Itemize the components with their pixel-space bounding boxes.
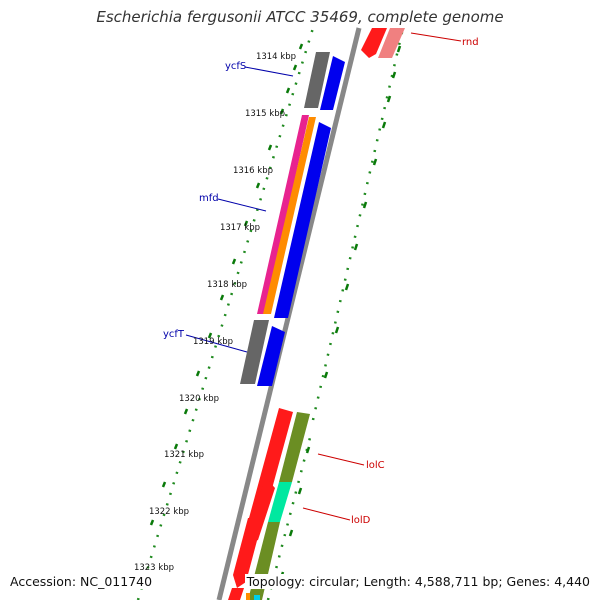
inner-ring-ticks — [149, 43, 304, 526]
lolD-aqua-feature[interactable] — [268, 482, 292, 522]
gene-label-lolC[interactable]: lolC — [366, 460, 385, 471]
accession-label: Accession: NC_011740 — [8, 574, 155, 589]
ycfT-blue-feature[interactable] — [257, 326, 285, 386]
kbp-tick-1318: 1318 kbp — [207, 280, 247, 290]
lolC-olive-feature[interactable] — [279, 412, 310, 482]
kbp-tick-1320: 1320 kbp — [179, 394, 219, 404]
kbp-tick-1316: 1316 kbp — [233, 166, 273, 176]
rnd-gene-pink-feature[interactable] — [378, 28, 405, 58]
kbp-tick-1322: 1322 kbp — [149, 507, 189, 517]
kbp-tick-1314: 1314 kbp — [256, 52, 296, 62]
kbp-tick-1315: 1315 kbp — [245, 109, 285, 119]
topology-label: Topology: circular; Length: 4,588,711 bp… — [244, 574, 592, 589]
outer-dotted-ring — [311, 27, 405, 421]
gene-label-lolD[interactable]: lolD — [351, 515, 371, 526]
rnd-gene-feature[interactable] — [361, 28, 387, 58]
kbp-tick-1317: 1317 kbp — [220, 223, 260, 233]
kbp-tick-1323: 1323 kbp — [134, 563, 174, 573]
outer-ring-ticks — [279, 45, 402, 579]
mfd-orange-feature[interactable] — [263, 117, 316, 314]
gene-label-rnd[interactable]: rnd — [462, 37, 479, 48]
kbp-tick-1321: 1321 kbp — [164, 450, 204, 460]
inner-dotted-ring — [136, 27, 315, 600]
ycfT-gray-feature[interactable] — [240, 320, 269, 384]
gene-leader-lines — [185, 32, 462, 521]
gene-label-ycfS[interactable]: ycfS — [225, 61, 246, 72]
small-aqua-fragment[interactable] — [254, 595, 260, 600]
map-title: Escherichia fergusonii ATCC 35469, compl… — [96, 8, 504, 26]
lol-red-feature-4[interactable] — [228, 588, 244, 600]
lolD-red-feature[interactable] — [233, 518, 263, 588]
small-orange-fragment[interactable] — [246, 593, 250, 600]
lolC-red-feature[interactable] — [249, 408, 293, 518]
ycfS-gray-feature[interactable] — [304, 52, 330, 108]
genome-backbone — [216, 27, 362, 600]
mfd-magenta-feature[interactable] — [257, 115, 309, 314]
ycfS-blue-feature[interactable] — [320, 56, 345, 110]
gene-label-ycfT[interactable]: ycfT — [163, 329, 185, 340]
gene-label-mfd[interactable]: mfd — [199, 193, 219, 204]
kbp-tick-1319: 1319 kbp — [193, 337, 233, 347]
mfd-blue-feature[interactable] — [274, 122, 331, 318]
